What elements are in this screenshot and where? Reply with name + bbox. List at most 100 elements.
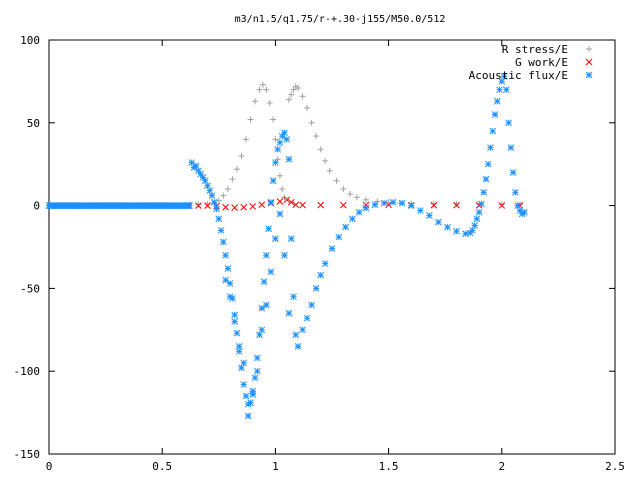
data-point (294, 343, 302, 350)
data-point (453, 201, 460, 208)
legend-marker (586, 46, 592, 52)
data-point (233, 166, 240, 173)
data-point (276, 172, 283, 179)
data-point (274, 156, 281, 163)
data-point (195, 201, 202, 208)
data-point (267, 198, 275, 206)
data-point (290, 293, 297, 301)
data-point (374, 198, 381, 205)
data-point (389, 198, 397, 206)
legend-label: G work/E (515, 56, 568, 69)
data-point (259, 81, 266, 88)
data-point (480, 188, 488, 196)
data-point (290, 86, 297, 93)
data-point (475, 208, 483, 216)
data-point (299, 93, 306, 100)
legend-marker (585, 71, 593, 79)
data-point (240, 203, 248, 211)
data-point (333, 177, 340, 184)
data-point (453, 201, 460, 209)
data-point (247, 116, 254, 123)
data-point (269, 177, 277, 185)
data-point (272, 136, 279, 143)
x-tick-label: 2.5 (605, 460, 625, 473)
x-tick-label: 0.5 (152, 460, 172, 473)
data-point (292, 331, 300, 339)
data-point (222, 203, 229, 211)
data-point (238, 152, 245, 159)
data-point (249, 387, 257, 395)
data-point (498, 201, 505, 208)
data-point (285, 309, 293, 317)
data-point (444, 223, 451, 231)
data-point (285, 96, 292, 103)
data-point (231, 204, 239, 211)
x-tick-label: 1 (272, 460, 279, 473)
data-point (287, 198, 295, 206)
data-point (509, 169, 517, 176)
data-point (292, 201, 300, 209)
data-point (263, 86, 270, 93)
data-point (362, 196, 369, 203)
data-point (512, 188, 519, 196)
data-point (321, 260, 329, 267)
data-point (498, 202, 506, 209)
data-point (215, 197, 222, 204)
data-point (213, 205, 220, 213)
data-point (304, 104, 311, 111)
data-point (204, 201, 211, 208)
data-point (362, 204, 370, 212)
data-point (240, 381, 248, 388)
y-tick-label: 100 (20, 34, 40, 47)
data-point (247, 399, 254, 407)
data-point (317, 146, 324, 153)
y-tick-label: 0 (33, 200, 40, 213)
data-point (285, 155, 293, 163)
data-point (342, 223, 349, 231)
data-points (45, 73, 528, 420)
data-point (328, 245, 336, 253)
data-point (507, 144, 515, 151)
data-point (335, 233, 343, 241)
data-point (295, 85, 302, 92)
data-point (222, 276, 229, 284)
data-point (222, 251, 229, 259)
data-point (521, 208, 528, 216)
data-point (353, 194, 360, 201)
data-point (484, 160, 492, 168)
data-point (272, 235, 279, 243)
data-point (210, 198, 218, 206)
data-point (226, 293, 234, 301)
data-point (279, 186, 286, 193)
data-point (276, 210, 284, 218)
data-point (349, 215, 356, 223)
data-point (496, 86, 503, 94)
axis-ticks: 0 0.5 1 1.5 2 2.5 100 50 0 -50 -100 -150 (14, 34, 625, 473)
data-point (435, 218, 442, 226)
plot-frame (48, 39, 616, 455)
data-point (398, 199, 406, 207)
data-point (380, 199, 388, 207)
data-point (274, 145, 282, 153)
data-point (186, 202, 193, 209)
data-point (283, 136, 291, 143)
data-point (229, 176, 236, 183)
data-point (473, 215, 481, 223)
data-point (249, 203, 257, 210)
y-tick-label: 50 (27, 117, 40, 130)
data-point (217, 227, 225, 234)
data-point (322, 157, 329, 164)
data-point (425, 212, 433, 219)
data-point (283, 196, 291, 204)
data-point (482, 175, 490, 183)
data-point (281, 129, 288, 137)
data-point (195, 202, 202, 209)
data-point (235, 343, 243, 350)
x-tick-label: 0 (46, 460, 53, 473)
data-point (231, 318, 239, 325)
data-point (313, 133, 320, 140)
data-point (355, 208, 363, 216)
data-point (489, 127, 497, 135)
